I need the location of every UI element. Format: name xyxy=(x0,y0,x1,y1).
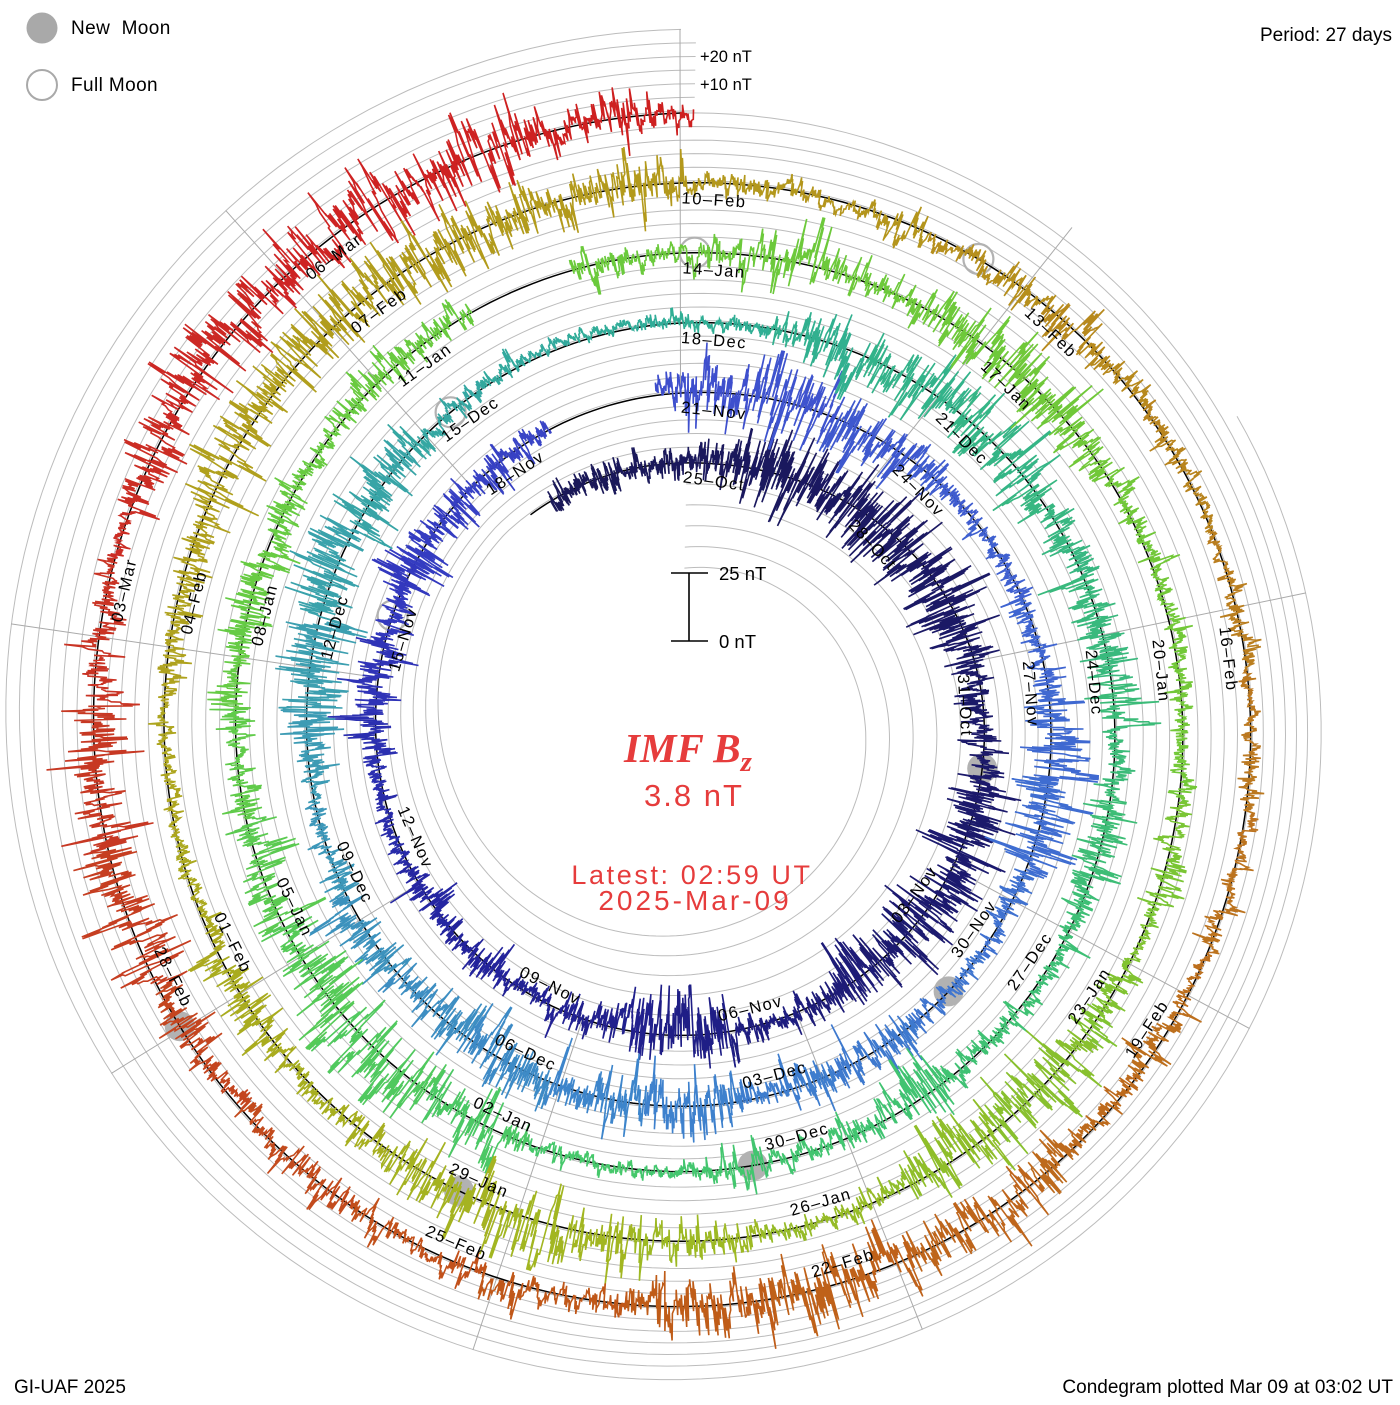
svg-text:31–Oct: 31–Oct xyxy=(954,674,976,737)
svg-text:Latest: 02:59 UT: Latest: 02:59 UT xyxy=(571,860,812,890)
svg-text:Period: 27 days: Period: 27 days xyxy=(1260,25,1392,46)
svg-text:27–Nov: 27–Nov xyxy=(1019,660,1042,727)
svg-text:3.8 nT: 3.8 nT xyxy=(644,778,744,813)
svg-text:Condegram plotted Mar 09 at 03: Condegram plotted Mar 09 at 03:02 UT xyxy=(1062,1377,1393,1398)
svg-text:IMF Bz: IMF Bz xyxy=(623,725,753,778)
svg-text:+20 nT: +20 nT xyxy=(700,48,752,66)
svg-text:10–Feb: 10–Feb xyxy=(681,189,747,211)
svg-text:New Moon: New Moon xyxy=(71,18,171,39)
svg-text:Full Moon: Full Moon xyxy=(71,75,158,96)
svg-text:14–Jan: 14–Jan xyxy=(682,259,746,282)
svg-text:+10 nT: +10 nT xyxy=(700,76,752,94)
svg-text:25 nT: 25 nT xyxy=(719,563,766,584)
svg-text:GI-UAF 2025: GI-UAF 2025 xyxy=(14,1377,126,1398)
svg-text:18–Dec: 18–Dec xyxy=(680,329,747,353)
svg-text:2025-Mar-09: 2025-Mar-09 xyxy=(598,885,791,916)
svg-text:0 nT: 0 nT xyxy=(719,631,756,652)
